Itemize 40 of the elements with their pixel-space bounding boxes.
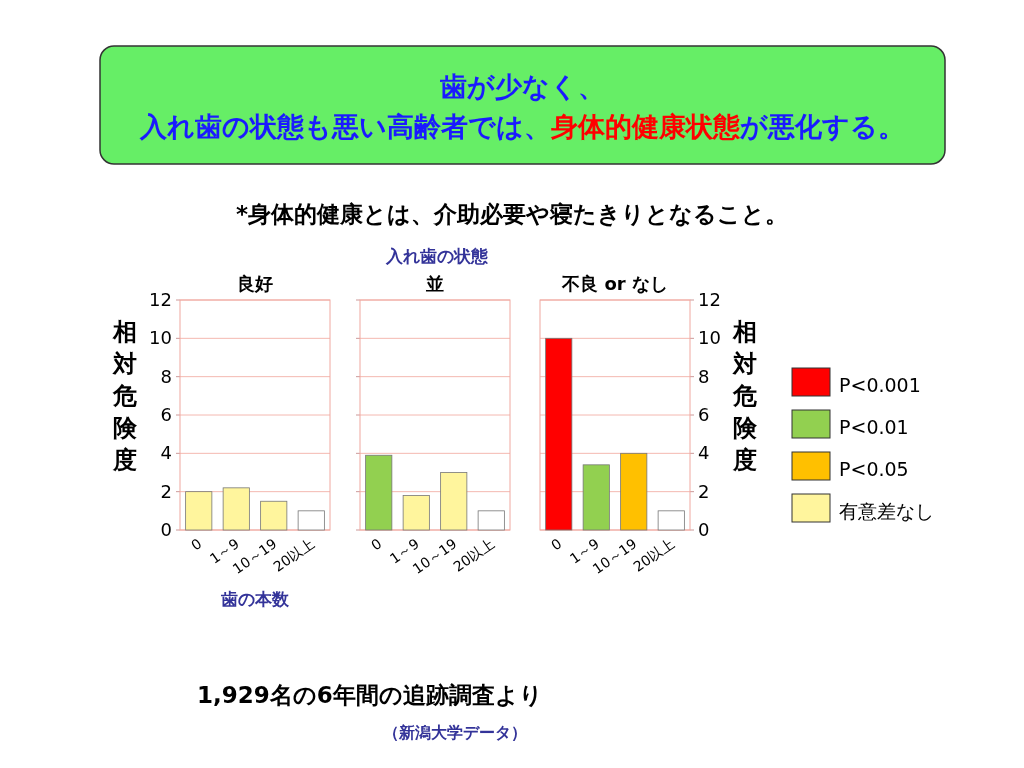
y-tick-label: 8 [698,365,710,387]
y-tick-label: 2 [698,480,710,502]
x-tick-label: 0 [547,535,565,554]
bar [297,510,325,531]
legend-label: P<0.05 [839,458,909,480]
chart-title: 並 [425,273,444,294]
x-tick-label: 0 [367,535,385,554]
bar [222,487,250,531]
y-axis-title: 相対危険度 [112,318,138,474]
chart-title: 良好 [237,273,273,294]
bar [260,500,288,531]
text: 歯が少なく、入れ歯の状態も悪い高齢者では、身体的健康状態が悪化する。 [138,71,905,142]
legend-label: P<0.001 [839,374,921,396]
text: 1,929名の6年間の追跡調査より [197,682,543,708]
chart-title: 不良 or なし [561,273,668,294]
bar [365,454,393,531]
x-tick-label: 0 [187,535,205,554]
text: 入れ歯の状態 [385,246,489,266]
bar [185,491,213,531]
bar [477,510,505,531]
y-tick-label: 6 [160,404,172,425]
y-tick-label: 8 [160,365,172,387]
y-tick-label: 12 [149,289,172,310]
bar [402,495,430,531]
y-tick-label: 10 [149,327,172,349]
legend-label: P<0.01 [839,416,909,438]
y-tick-label: 2 [160,480,172,502]
y-tick-label: 6 [698,404,710,425]
y-tick-label: 0 [160,519,172,540]
y-tick-label: 4 [160,442,172,464]
y-tick-label: 12 [698,289,721,310]
text: *身体的健康とは、介助必要や寝たきりとなること。 [235,201,789,227]
y-tick-label: 4 [698,442,710,464]
legend-label: 有意差なし [839,500,934,522]
y-tick-label: 10 [698,327,721,349]
x-axis-title: 歯の本数 [220,589,290,609]
text: （新潟大学データ） [383,723,527,742]
y-axis-title: 相対危険度 [732,318,758,474]
bar [440,472,468,531]
y-tick-label: 0 [698,519,710,540]
